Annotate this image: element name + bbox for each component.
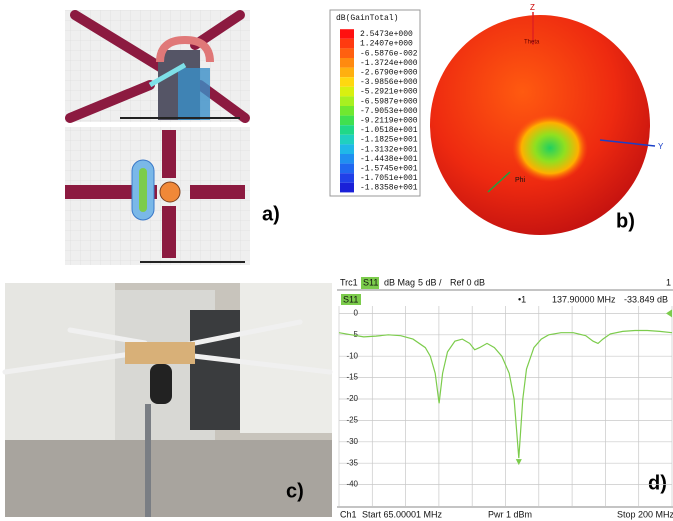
axis-label: Theta [524,40,540,46]
panel-d: Trc1 S11 dB Mag 5 dB / Ref 0 dB 1 S11 •1… [337,266,673,521]
legend-value: 1.2407e+000 [360,40,413,49]
legend-swatch [340,144,354,154]
legend-swatch [340,58,354,68]
legend-swatch [340,87,354,97]
scale: 5 dB / [418,277,442,287]
hub [125,342,195,364]
legend-swatch [340,39,354,49]
legend-value: -7.9053e+000 [360,107,418,116]
cad-center [160,182,180,202]
param: S11 [363,277,378,287]
legend-swatch [340,154,354,164]
floor [5,440,332,517]
panel-label: c) [286,480,304,502]
legend-swatch [340,96,354,106]
legend-swatch [340,77,354,87]
y-tick-label: -40 [346,480,358,489]
panel-label: a) [262,203,280,225]
y-tick-label: -35 [346,458,358,467]
pattern-null [512,114,588,182]
legend-value: -1.8358e+001 [360,184,418,193]
trace-name: Trc1 [340,277,358,287]
y-tick-label: 0 [354,309,359,318]
panel-b: dB(GainTotal) Z Theta Y Phi b) 2.5473e+0… [330,3,664,235]
legend-value: -1.5745e+001 [360,165,418,174]
marker-value: -33.849 dB [624,294,668,304]
param: S11 [343,294,358,304]
balun [150,364,172,404]
cad-rod [139,168,147,212]
panel-label: b) [616,210,635,232]
legend-title: dB(GainTotal) [336,14,398,23]
reference: Ref 0 dB [450,277,485,287]
legend-value: -1.0518e+001 [360,126,418,135]
legend-value: -5.2921e+000 [360,88,418,97]
legend-swatch [340,183,354,193]
legend-swatch [340,29,354,39]
stop: Stop 200 MHz [617,509,673,519]
pole [145,404,151,517]
legend-value: -1.3132e+001 [360,145,418,154]
legend-value: -1.7051e+001 [360,174,418,183]
y-tick-label: -25 [346,416,358,425]
y-tick-label: -15 [346,373,358,382]
y-tick-label: -10 [346,351,358,360]
legend-value: -9.2119e+000 [360,117,418,126]
start: Start 65.00001 MHz [362,509,443,519]
legend-value: -6.5987e+000 [360,97,418,106]
cabinet [240,283,332,433]
trace-number: 1 [666,277,671,287]
y-tick-label: -30 [346,437,358,446]
axis-label: Phi [515,177,526,184]
panel-a: a) [65,10,280,265]
door [190,310,240,430]
format: dB Mag [384,277,415,287]
legend-swatch [340,164,354,174]
legend-value: -1.3724e+000 [360,59,418,68]
panel-c: c) [5,283,332,517]
figure: a) dB(GainTotal) Z Theta Y Phi b) 2.5473… [0,0,673,521]
legend-swatch [340,135,354,145]
legend-swatch [340,48,354,58]
cad-coax [178,68,210,120]
axis-label: Y [658,142,664,151]
marker-name: •1 [518,294,526,304]
axis-label: Z [530,3,535,12]
legend-swatch [340,68,354,78]
legend-value: -1.4438e+001 [360,155,418,164]
legend-value: 2.5473e+000 [360,30,413,39]
y-tick-label: -20 [346,394,358,403]
legend-swatch [340,116,354,126]
legend-value: -6.5876e-002 [360,49,418,58]
legend-swatch [340,106,354,116]
channel: Ch1 [340,509,357,519]
legend-swatch [340,125,354,135]
panel-label: d) [648,472,667,494]
legend-swatch [340,173,354,183]
vna-screen [337,266,673,521]
legend-value: -1.1825e+001 [360,136,418,145]
legend-value: -2.6790e+000 [360,69,418,78]
legend-value: -3.9856e+000 [360,78,418,87]
marker-freq: 137.90000 MHz [552,294,616,304]
power: Pwr 1 dBm [488,509,532,519]
